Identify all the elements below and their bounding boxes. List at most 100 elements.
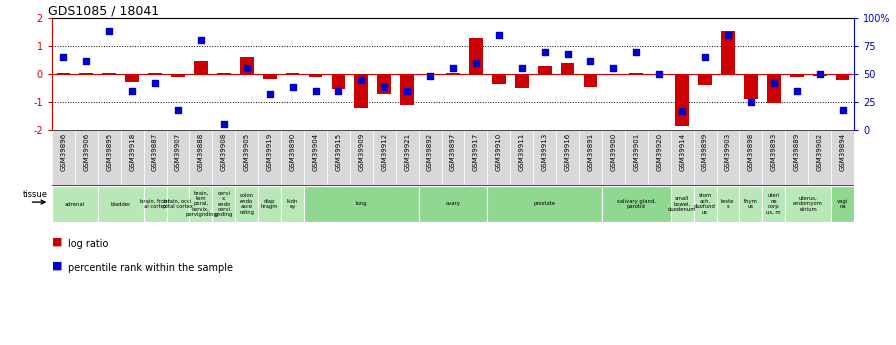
Bar [648,130,671,185]
Bar [236,186,258,222]
Text: GSM39904: GSM39904 [313,133,318,171]
Text: vagi
na: vagi na [837,199,849,209]
Bar [167,130,189,185]
Text: GSM39916: GSM39916 [564,133,571,171]
Bar [538,66,552,74]
Bar [561,63,574,74]
Point [835,107,849,112]
Text: GSM39917: GSM39917 [473,133,479,171]
Bar [464,130,487,185]
Text: GSM39912: GSM39912 [382,133,387,171]
Bar [556,130,579,185]
Text: prostate: prostate [534,201,556,207]
Bar [98,186,143,222]
Point [767,80,781,86]
Bar [446,72,460,74]
Point [629,49,643,55]
Point [583,58,598,63]
Bar [75,130,98,185]
Bar [189,130,212,185]
Point [286,85,300,90]
Text: GSM39911: GSM39911 [519,133,525,171]
Point [652,71,667,77]
Text: ■: ■ [52,237,63,247]
Bar [56,72,70,74]
Bar [125,74,139,82]
Text: colon
endo
asce
nding: colon endo asce nding [239,194,254,215]
Point [79,58,93,63]
Bar [744,74,758,99]
Bar [304,186,418,222]
Point [217,122,231,127]
Bar [831,130,854,185]
Bar [217,72,231,74]
Bar [515,74,529,88]
Point [469,60,483,66]
Bar [808,130,831,185]
Bar [240,57,254,74]
Bar [602,130,625,185]
Bar [396,130,418,185]
Bar [349,130,373,185]
Text: GSM39915: GSM39915 [335,133,341,171]
Text: GSM39918: GSM39918 [129,133,135,171]
Bar [102,73,116,74]
Bar [694,130,717,185]
Text: GSM39907: GSM39907 [175,133,181,171]
Bar [762,130,785,185]
Point [194,38,208,43]
Bar [721,31,735,74]
Point [560,51,574,57]
Bar [98,130,121,185]
Bar [121,130,143,185]
Bar [355,74,368,108]
Text: GSM39893: GSM39893 [771,133,777,171]
Point [514,66,529,71]
Bar [671,130,694,185]
Text: GSM39905: GSM39905 [244,133,250,171]
Bar [831,186,854,222]
Text: lung: lung [356,201,367,207]
Point [675,108,689,114]
Bar [418,186,487,222]
Point [125,88,140,93]
Text: GSM39921: GSM39921 [404,133,410,171]
Bar [377,74,392,93]
Text: GSM39892: GSM39892 [427,133,433,171]
Text: adrenal: adrenal [65,201,85,207]
Text: GSM39909: GSM39909 [358,133,365,171]
Point [354,77,368,82]
Bar [258,130,281,185]
Point [607,66,621,71]
Bar [652,74,666,76]
Text: GSM39913: GSM39913 [542,133,547,171]
Text: brain,
tem
poral,
cervix,
pervignding: brain, tem poral, cervix, pervignding [185,191,217,217]
Point [308,88,323,93]
Bar [373,130,396,185]
Text: diap
hragm: diap hragm [261,199,279,209]
Bar [739,130,762,185]
Text: small
bowel,
duodenum: small bowel, duodenum [668,196,696,212]
Bar [308,74,323,77]
Text: ■: ■ [52,261,63,271]
Bar [286,72,299,74]
Point [813,71,827,77]
Text: thym
us: thym us [744,199,758,209]
Bar [281,130,304,185]
Point [377,85,392,90]
Text: GSM39908: GSM39908 [220,133,227,171]
Bar [281,186,304,222]
Text: GSM39891: GSM39891 [588,133,593,171]
Text: bladder: bladder [110,201,131,207]
Point [446,66,461,71]
Bar [148,73,162,74]
Point [171,107,185,112]
Bar [698,74,712,85]
Point [332,88,346,93]
Bar [304,130,327,185]
Text: GDS1085 / 18041: GDS1085 / 18041 [47,5,159,18]
Text: GSM39919: GSM39919 [267,133,272,171]
Bar [442,130,464,185]
Point [56,55,71,60]
Text: GSM39903: GSM39903 [725,133,731,171]
